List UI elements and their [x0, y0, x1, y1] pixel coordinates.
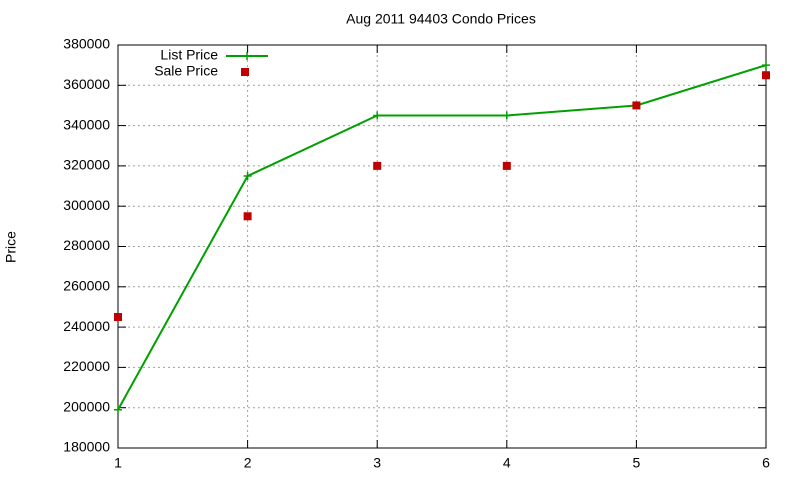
data-point [114, 405, 122, 414]
y-axis-label: Price [3, 231, 19, 263]
y-tick-label: 240000 [63, 318, 110, 334]
x-tick-label: 1 [114, 455, 122, 471]
y-tick-label: 200000 [63, 398, 110, 414]
data-point [243, 212, 252, 221]
y-tick-label: 280000 [63, 237, 110, 253]
data-point [762, 71, 770, 80]
legend-marker [241, 68, 249, 76]
x-tick-label: 3 [373, 455, 381, 471]
x-tick-label: 4 [503, 455, 511, 471]
series-line [117, 64, 767, 411]
y-tick-label: 340000 [63, 116, 110, 132]
legend-marker [243, 52, 251, 60]
data-point [373, 111, 382, 120]
chart-title: Aug 2011 94403 Condo Prices [346, 11, 536, 27]
y-tick-label: 300000 [63, 197, 110, 213]
data-point [502, 161, 511, 170]
data-point [632, 101, 641, 110]
y-tick-label: 380000 [63, 36, 110, 52]
data-point [762, 61, 770, 70]
data-point [114, 313, 122, 322]
legend-label: List Price [160, 47, 218, 63]
plot-frame [117, 44, 767, 449]
data-point [373, 161, 382, 170]
y-tick-label: 320000 [63, 157, 110, 173]
data-point [243, 171, 252, 180]
y-tick-label: 180000 [63, 439, 110, 455]
y-tick-label: 260000 [63, 278, 110, 294]
legend-label: Sale Price [154, 63, 218, 79]
y-tick-label: 220000 [63, 358, 110, 374]
data-point [502, 111, 511, 120]
x-tick-label: 6 [762, 455, 770, 471]
y-tick-label: 360000 [63, 76, 110, 92]
x-tick-label: 5 [633, 455, 641, 471]
x-tick-label: 2 [244, 455, 252, 471]
